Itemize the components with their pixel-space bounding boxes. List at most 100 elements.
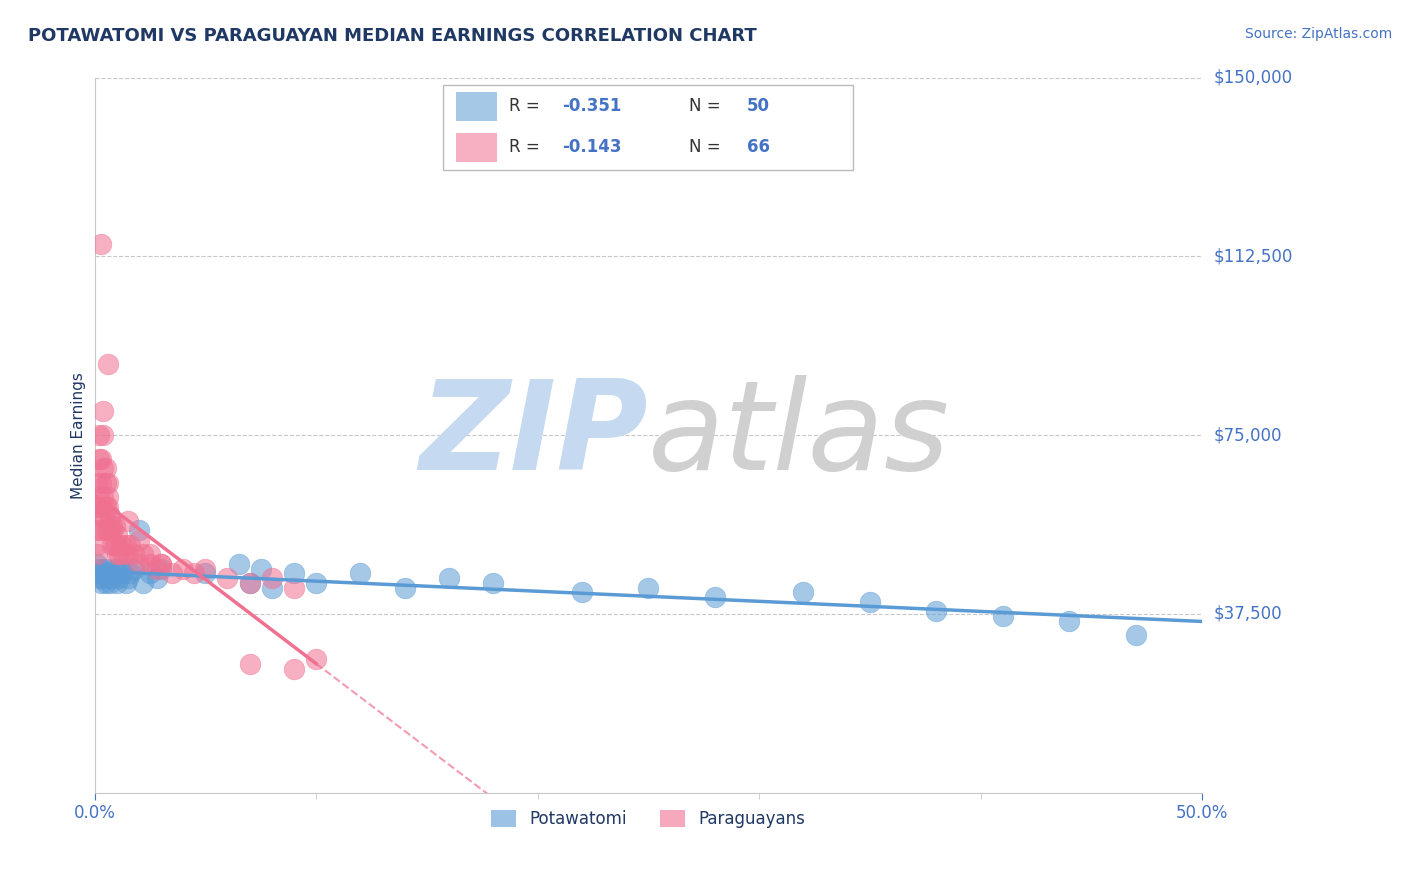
Point	[97, 490, 120, 504]
Point	[101, 524, 124, 538]
Text: $150,000: $150,000	[1213, 69, 1292, 87]
Point	[105, 528, 128, 542]
Point	[239, 575, 262, 590]
Point	[94, 475, 117, 490]
Point	[1125, 628, 1147, 642]
Point	[118, 538, 141, 552]
Point	[93, 404, 115, 418]
Point	[87, 451, 110, 466]
Point	[132, 547, 155, 561]
Point	[150, 557, 173, 571]
Point	[86, 557, 108, 571]
Point	[925, 605, 948, 619]
Point	[283, 581, 305, 595]
Point	[305, 652, 328, 666]
Point	[93, 461, 115, 475]
Point	[637, 581, 659, 595]
Point	[90, 575, 112, 590]
Point	[482, 575, 505, 590]
Point	[90, 524, 112, 538]
Text: $112,500: $112,500	[1213, 247, 1292, 265]
Point	[108, 571, 131, 585]
Point	[97, 561, 120, 575]
Point	[94, 500, 117, 514]
Point	[114, 575, 136, 590]
Point	[86, 524, 108, 538]
Point	[991, 609, 1014, 624]
Point	[283, 662, 305, 676]
Point	[260, 581, 283, 595]
Point	[150, 557, 173, 571]
Point	[117, 514, 139, 528]
Point	[139, 557, 162, 571]
Point	[114, 538, 136, 552]
Point	[94, 461, 117, 475]
Point	[98, 509, 121, 524]
Point	[98, 575, 121, 590]
Point	[1057, 614, 1080, 628]
Legend: Potawatomi, Paraguayans: Potawatomi, Paraguayans	[485, 803, 813, 834]
Point	[118, 566, 141, 581]
Point	[86, 547, 108, 561]
Point	[90, 500, 112, 514]
Point	[139, 547, 162, 561]
Text: atlas: atlas	[648, 375, 950, 496]
Point	[101, 571, 124, 585]
Point	[128, 557, 150, 571]
Point	[87, 490, 110, 504]
Point	[124, 561, 146, 575]
Point	[86, 475, 108, 490]
Point	[103, 561, 125, 575]
Point	[86, 538, 108, 552]
Point	[97, 500, 120, 514]
Point	[94, 566, 117, 581]
Point	[217, 571, 239, 585]
Point	[87, 561, 110, 575]
Point	[150, 561, 173, 575]
Point	[103, 518, 125, 533]
Point	[228, 557, 250, 571]
Point	[283, 566, 305, 581]
Point	[97, 475, 120, 490]
Point	[87, 571, 110, 585]
Point	[128, 533, 150, 547]
Point	[93, 561, 115, 575]
Text: ZIP: ZIP	[419, 375, 648, 496]
Point	[98, 524, 121, 538]
Point	[112, 547, 135, 561]
Point	[86, 500, 108, 514]
Text: POTAWATOMI VS PARAGUAYAN MEDIAN EARNINGS CORRELATION CHART: POTAWATOMI VS PARAGUAYAN MEDIAN EARNINGS…	[28, 27, 756, 45]
Point	[86, 566, 108, 581]
Point	[108, 547, 131, 561]
Point	[94, 575, 117, 590]
Point	[90, 237, 112, 252]
Point	[97, 524, 120, 538]
Point	[145, 561, 167, 575]
Point	[172, 561, 194, 575]
Point	[93, 490, 115, 504]
Point	[349, 566, 371, 581]
Text: $37,500: $37,500	[1213, 605, 1282, 623]
Point	[110, 538, 132, 552]
Point	[792, 585, 814, 599]
Point	[101, 566, 124, 581]
Point	[145, 571, 167, 585]
Point	[105, 547, 128, 561]
Point	[117, 547, 139, 561]
Point	[93, 428, 115, 442]
Text: $75,000: $75,000	[1213, 426, 1282, 444]
Point	[703, 590, 725, 604]
Point	[124, 547, 146, 561]
Point	[160, 566, 183, 581]
Point	[859, 595, 882, 609]
Point	[112, 566, 135, 581]
Point	[110, 561, 132, 575]
Point	[90, 566, 112, 581]
Point	[305, 575, 328, 590]
Point	[128, 524, 150, 538]
Point	[132, 575, 155, 590]
Point	[105, 538, 128, 552]
Point	[101, 518, 124, 533]
Point	[94, 524, 117, 538]
Point	[183, 566, 205, 581]
